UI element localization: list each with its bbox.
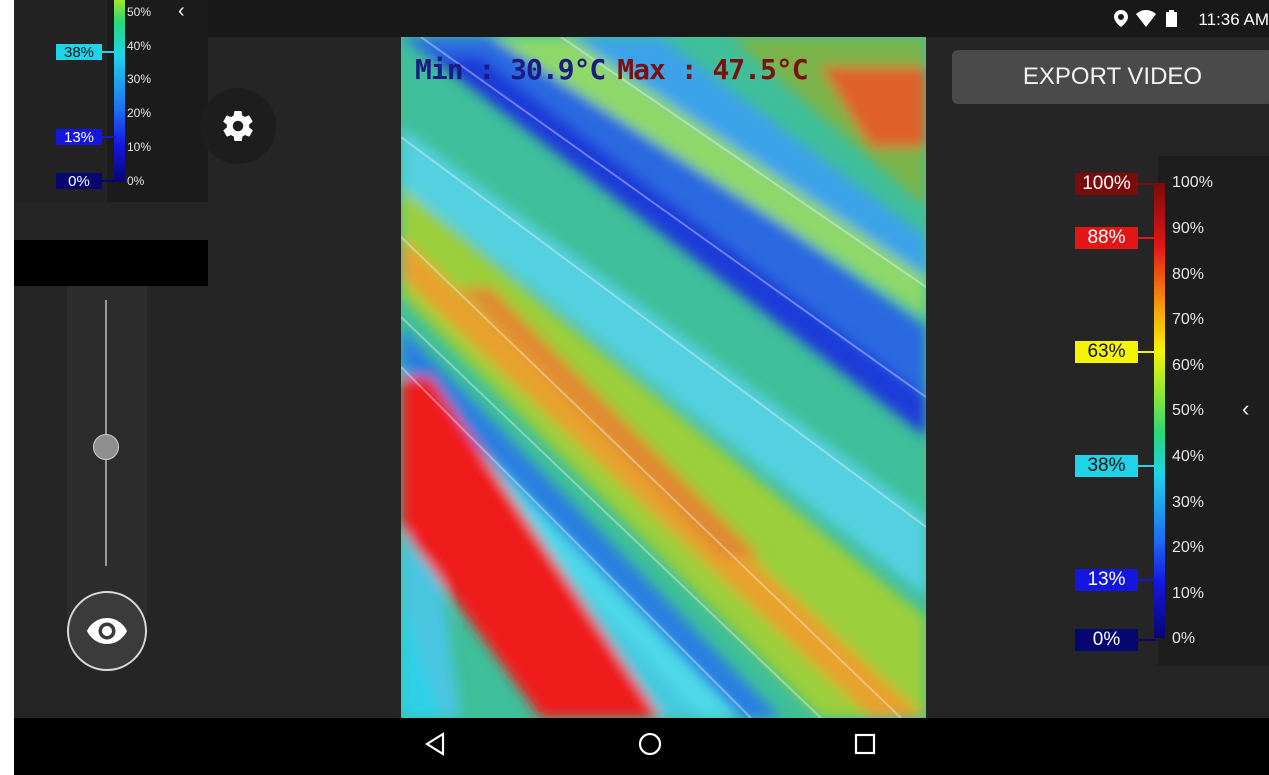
gear-icon — [223, 110, 253, 142]
home-icon[interactable] — [638, 732, 662, 756]
wifi-icon — [1136, 10, 1156, 27]
right-legend-marker-5[interactable]: 0% — [1075, 629, 1138, 651]
right-legend-tick-label: 90% — [1172, 220, 1205, 237]
left-legend-marker-0[interactable]: 38% — [56, 44, 102, 61]
export-video-button[interactable]: EXPORT VIDEO — [952, 50, 1269, 104]
right-legend-marker-0[interactable]: 100% — [1075, 173, 1138, 195]
location-icon — [1114, 10, 1128, 27]
left-legend-tick-label: 0% — [127, 173, 145, 188]
left-legend-panel — [14, 0, 208, 202]
min-temperature: Min : 30.9°C — [415, 53, 606, 86]
navigation-bar — [14, 718, 1269, 775]
right-legend-marker-2[interactable]: 63% — [1075, 341, 1138, 363]
chevron-left-icon[interactable]: ‹ — [1242, 396, 1250, 421]
app-screen: 11:36 AM — [14, 0, 1269, 775]
right-legend-marker-4[interactable]: 13% — [1075, 569, 1138, 591]
status-bar: 11:36 AM — [14, 0, 1269, 37]
right-legend-tick-label: 50% — [1172, 402, 1205, 420]
slider-thumb[interactable] — [93, 434, 119, 460]
back-icon[interactable] — [424, 732, 446, 756]
right-legend-tick-label: 100% — [1172, 174, 1213, 192]
right-legend-tick-label: 10% — [1172, 584, 1205, 602]
left-legend-colorbar — [114, 0, 125, 182]
right-legend-tick-label: 80% — [1172, 265, 1205, 283]
right-legend-marker-leader — [1138, 465, 1156, 467]
eye-icon — [87, 618, 127, 644]
right-legend-marker-1[interactable]: 88% — [1075, 227, 1138, 249]
temperature-readout: Min : 30.9°C Max : 47.5°C — [415, 53, 809, 86]
right-legend-tick-label: 0% — [1172, 630, 1196, 648]
right-legend-marker-leader — [1138, 183, 1156, 185]
left-legend-tick-label: 20% — [127, 106, 152, 121]
status-time: 11:36 AM — [1198, 10, 1269, 29]
left-legend-marker-2[interactable]: 0% — [56, 173, 102, 190]
right-legend-marker-leader — [1138, 237, 1156, 239]
right-legend-tick-label: 20% — [1172, 539, 1205, 557]
right-legend-tick-label: 60% — [1172, 356, 1205, 374]
chevron-left-icon[interactable]: ‹ — [178, 0, 185, 22]
left-legend-marker-leader — [102, 51, 116, 53]
recents-icon[interactable] — [854, 732, 876, 756]
thermal-image-view[interactable]: Min : 30.9°C Max : 47.5°C — [401, 37, 926, 718]
settings-button[interactable] — [200, 88, 276, 164]
right-legend-colorbar — [1154, 183, 1165, 638]
slider-track[interactable] — [105, 300, 107, 566]
right-legend-tick-label: 40% — [1172, 448, 1205, 465]
left-legend-marker-leader — [102, 180, 116, 182]
right-legend-marker-3[interactable]: 38% — [1075, 455, 1138, 477]
left-legend-tick-label: 50% — [127, 4, 152, 19]
left-legend-marker-leader — [102, 136, 116, 138]
thermal-image — [401, 37, 926, 718]
right-legend-tick-label: 30% — [1172, 493, 1205, 511]
left-legend-tick-label: 10% — [127, 140, 152, 154]
battery-icon — [1166, 10, 1177, 27]
overlay-strip — [14, 240, 208, 286]
right-legend-tick-label: 70% — [1172, 311, 1205, 329]
right-legend-marker-leader — [1138, 639, 1156, 641]
right-legend-marker-leader — [1138, 579, 1156, 581]
max-temperature: Max : 47.5°C — [617, 53, 808, 86]
left-legend-marker-1[interactable]: 13% — [56, 129, 102, 146]
visibility-button[interactable] — [67, 591, 147, 671]
left-legend-tick-label: 40% — [127, 38, 152, 53]
right-legend-marker-leader — [1138, 351, 1156, 353]
right-legend-panel — [1158, 156, 1269, 666]
left-legend-tick-label: 30% — [127, 72, 152, 87]
